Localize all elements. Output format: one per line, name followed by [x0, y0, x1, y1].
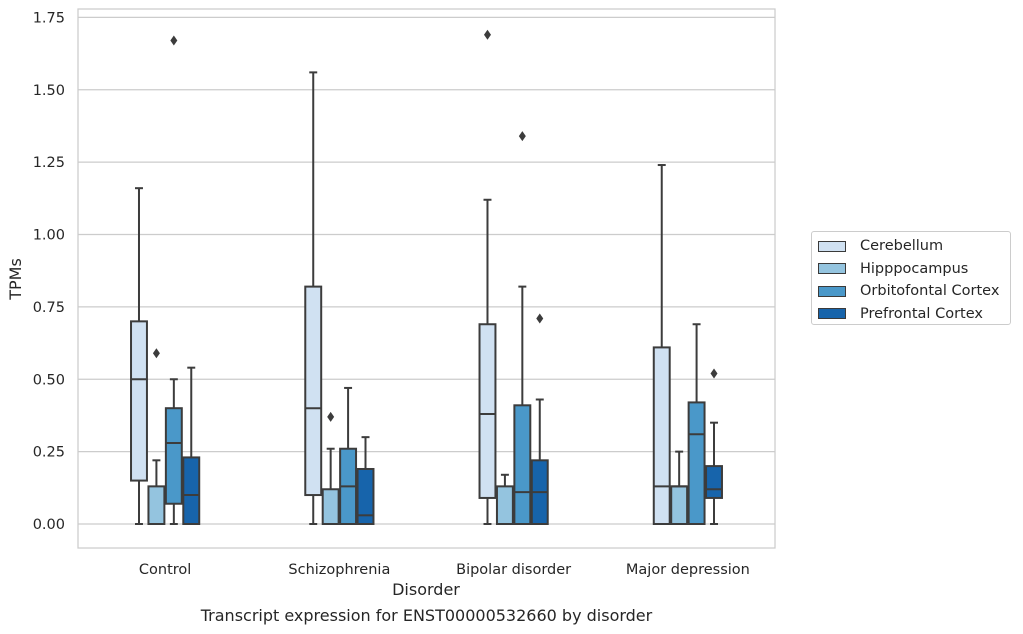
legend-item: Prefrontal Cortex: [818, 304, 983, 324]
legend-label: Prefrontal Cortex: [860, 305, 983, 322]
legend-swatch: [818, 285, 846, 297]
legend-item: Cerebellum: [818, 236, 943, 256]
box: [356, 467, 375, 525]
box: [164, 407, 183, 505]
legend-item: Orbitofontal Cortex: [818, 281, 999, 301]
outlier-point: [710, 368, 718, 379]
legend: Cerebellum Hipppocampus Orbitofontal Corte…: [811, 231, 1011, 325]
box: [705, 465, 723, 499]
y-tick-label: 0.25: [33, 445, 65, 461]
box: [670, 485, 689, 525]
y-tick-label: 1.00: [33, 228, 65, 244]
legend-swatch: [818, 240, 846, 252]
gridlines: [78, 16, 775, 525]
legend-label: Hipppocampus: [860, 260, 969, 277]
y-tick-labels: 0.00 0.25 0.50 0.75 1.00 1.25 1.50 1.75: [33, 10, 65, 533]
box: [147, 485, 166, 525]
outlier-point: [170, 35, 178, 46]
box: [687, 401, 706, 525]
outlier-point: [483, 29, 491, 40]
chart-caption: Transcript expression for ENST0000053266…: [200, 606, 653, 625]
y-tick-label: 1.75: [33, 10, 65, 26]
x-tick-label: Major depression: [626, 562, 750, 578]
box: [130, 320, 148, 482]
outlier-point: [518, 131, 526, 142]
x-tick-label: Schizophrenia: [288, 562, 390, 578]
y-tick-label: 1.25: [33, 155, 65, 171]
legend-item: Hipppocampus: [818, 259, 968, 279]
x-tick-labels: Control Schizophrenia Bipolar disorder Majo…: [139, 562, 750, 578]
legend-swatch: [818, 308, 846, 320]
box: [478, 323, 497, 499]
x-axis-label: Disorder: [392, 580, 460, 599]
outlier-point: [327, 411, 335, 422]
box: [495, 485, 514, 525]
box-series: [130, 29, 723, 526]
outlier-point: [152, 348, 160, 359]
legend-swatch: [818, 263, 846, 275]
legend-label: Orbitofontal Cortex: [860, 283, 1000, 300]
box: [182, 456, 201, 526]
legend-label: Cerebellum: [860, 238, 944, 254]
y-axis-label: TPMs: [6, 258, 25, 301]
box: [304, 285, 323, 497]
outlier-point: [536, 313, 544, 324]
box: [513, 404, 532, 525]
plot-frame: [77, 8, 776, 549]
y-tick-label: 1.50: [33, 83, 65, 99]
box: [652, 346, 671, 525]
y-tick-label: 0.00: [33, 517, 65, 533]
y-tick-label: 0.75: [33, 300, 65, 316]
x-tick-label: Bipolar disorder: [456, 562, 571, 578]
y-tick-label: 0.50: [33, 372, 65, 388]
x-tick-label: Control: [139, 562, 191, 578]
box: [321, 488, 340, 526]
